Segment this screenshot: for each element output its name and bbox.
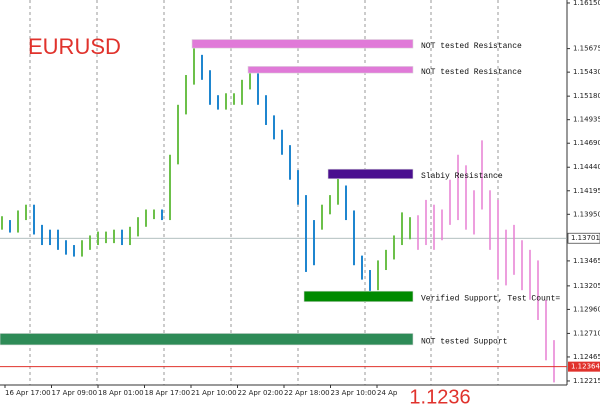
chart-title: EURUSD [28, 34, 121, 59]
zone-label: Slabiy Resistance [421, 172, 503, 181]
y-tick-label: 1.14195 [573, 187, 600, 195]
x-tick-label: 17 Apr 09:00 [52, 389, 98, 397]
bid-label: 1.12364 [571, 363, 600, 371]
zone [191, 39, 414, 49]
x-tick-label: 24 Ap [377, 389, 398, 397]
x-tick-label: 22 Apr 18:00 [284, 389, 330, 397]
y-tick-label: 1.16150 [573, 0, 600, 7]
y-tick-label: 1.12465 [573, 353, 600, 361]
y-tick-label: 1.15430 [573, 68, 600, 76]
x-tick-label: 22 Apr 02:00 [238, 389, 284, 397]
price-display: 1.1236 [409, 386, 470, 408]
y-tick-label: 1.14935 [573, 116, 600, 124]
y-tick-label: 1.13465 [573, 257, 600, 265]
x-tick-label: 18 Apr 17:00 [145, 389, 191, 397]
y-tick-label: 1.14690 [573, 139, 600, 147]
current-price-box [567, 232, 600, 244]
current-price-label: 1.13701 [571, 234, 600, 242]
zone [247, 66, 414, 74]
y-tick-label: 1.15675 [573, 45, 600, 53]
y-tick-label: 1.14440 [573, 163, 600, 171]
zone-label: NOT tested Support [421, 337, 507, 346]
y-tick-label: 1.15180 [573, 92, 600, 100]
zone-label: NOT tested Resistance [421, 42, 522, 51]
zone [303, 290, 414, 303]
x-tick-label: 16 Apr 17:00 [5, 389, 51, 397]
y-tick-label: 1.13205 [573, 282, 600, 290]
zone [0, 333, 414, 346]
y-tick-label: 1.12710 [573, 329, 600, 337]
bid-box [568, 361, 600, 372]
y-tick-label: 1.13950 [573, 210, 600, 218]
y-tick-label: 1.12960 [573, 305, 600, 313]
zone-label: NOT tested Resistance [421, 68, 522, 77]
zone-label: Verified Support, Test Count= [421, 295, 560, 304]
x-tick-label: 21 Apr 10:00 [191, 389, 237, 397]
y-tick-label: 1.12215 [573, 377, 600, 385]
plot-area [0, 0, 567, 385]
x-tick-label: 18 Apr 01:00 [98, 389, 144, 397]
zone [327, 168, 414, 180]
x-tick-label: 23 Apr 10:00 [331, 389, 377, 397]
